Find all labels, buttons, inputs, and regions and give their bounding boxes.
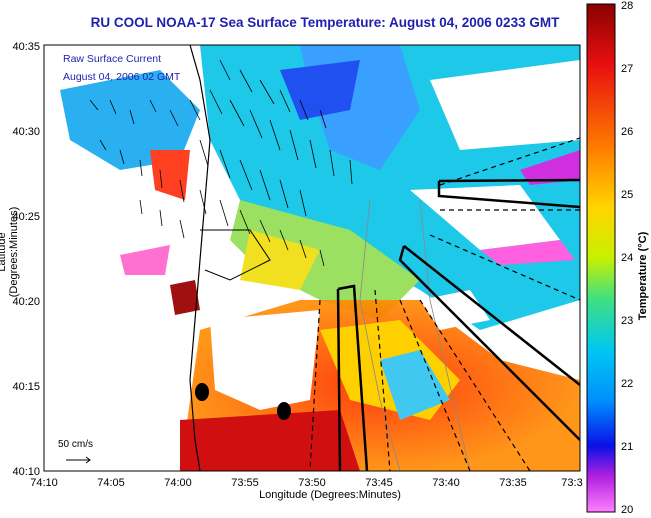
x-tick-label: 73:3 [561,477,582,489]
y-tick-label: 40:20 [12,296,40,308]
x-tick-label: 73:50 [298,477,326,489]
x-tick-label: 73:45 [365,477,393,489]
legend-current-label: Raw Surface Current [63,53,161,65]
map-title: RU COOL NOAA-17 Sea Surface Temperature:… [90,15,560,30]
colorbar [586,3,616,513]
colorbar-tick-label: 27 [621,63,633,75]
sst-field [44,45,580,471]
colorbar-tick-label: 21 [621,441,633,453]
x-tick-label: 73:35 [499,477,527,489]
x-ticks: 74:10 74:05 74:00 73:55 73:50 73:45 73:4… [30,477,582,489]
x-tick-label: 74:10 [30,477,58,489]
colorbar-tick-label: 26 [621,126,633,138]
y-ticks: 40:35 40:30 40:25 40:20 40:15 40:10 [12,41,40,478]
colorbar-tick-label: 23 [621,315,633,327]
y-tick-label: 40:25 [12,211,40,223]
x-tick-label: 74:05 [97,477,125,489]
colorbar-tick-label: 28 [621,0,633,12]
colorbar-tick-label: 25 [621,189,633,201]
colorbar-tick-label: 20 [621,504,633,516]
legend-current-date: August 04, 2006 02 GMT [63,71,181,83]
colorbar-tick-label: 24 [621,252,633,264]
x-axis-label: Longitude (Degrees:Minutes) [259,489,401,501]
y-tick-label: 40:30 [12,126,40,138]
x-tick-label: 73:55 [231,477,259,489]
x-tick-label: 73:40 [432,477,460,489]
colorbar-ticks: 28 27 26 25 24 23 22 21 20 [621,0,633,516]
y-tick-label: 40:35 [12,41,40,53]
y-tick-label: 40:10 [12,466,40,478]
colorbar-tick-label: 22 [621,378,633,390]
y-tick-label: 40:15 [12,381,40,393]
x-tick-label: 74:00 [164,477,192,489]
scale-label: 50 cm/s [58,439,93,450]
